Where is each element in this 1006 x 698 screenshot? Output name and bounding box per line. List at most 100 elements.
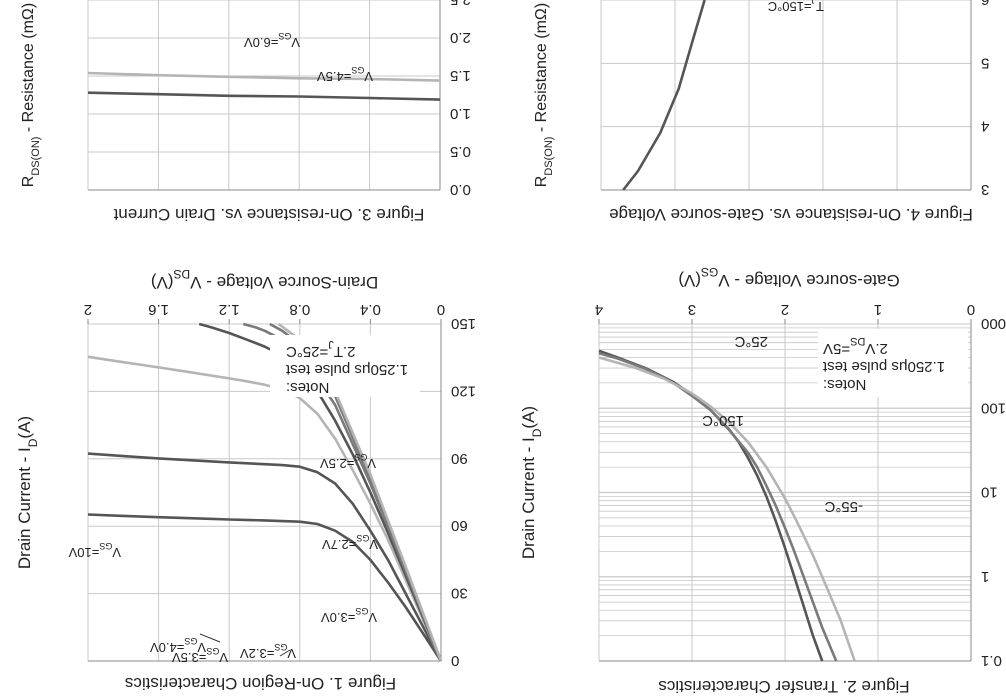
fig2-notes-line2-part-2: =5V <box>823 340 850 357</box>
fig1-title: Figure 1. On-Region Characteristics <box>125 674 396 693</box>
fig1-notes-line2-part-2: =25°C <box>286 343 328 360</box>
fig2-ylabel-part-0: Drain Current - I <box>519 437 538 559</box>
fig3-title: Figure 3. On-resistance vs. Drain Curren… <box>113 205 424 224</box>
fig2-series-label-1: 25°C <box>734 333 768 350</box>
fig1-series-label-6-part-2: =10V <box>68 545 99 560</box>
fig3-ytick-label: 0.5 <box>450 143 471 160</box>
fig3-series-label-1-part-0: V <box>291 35 300 50</box>
fig1-ytick-label: 120 <box>451 382 476 399</box>
fig2-ytick-label: 1 <box>981 568 989 585</box>
fig2-ytick-label: 0.1 <box>981 652 1002 669</box>
fig1-series-label-3-part-2: =3.2V <box>240 646 275 661</box>
fig1-ytick-label: 90 <box>451 450 468 467</box>
fig1-series-label-0-part-2: =2.5V <box>320 456 355 471</box>
fig1-series-label-6-part-0: V <box>112 545 121 560</box>
fig4-ylabel-part-2: - Resistance (mΩ) <box>533 3 550 137</box>
fig1-notes-line2-part-1: J <box>328 338 334 350</box>
fig1-ylabel-part-2: (A) <box>15 416 34 439</box>
fig2-ylabel-part-2: (A) <box>519 406 538 429</box>
fig1-series-line-2 <box>87 355 443 662</box>
fig2-ytick-label: 100 <box>981 399 1006 416</box>
fig4-ytick-label: 4 <box>981 118 989 135</box>
fig1-xlabel-part-2: (V) <box>151 273 174 292</box>
fig1-notes-line2-part-0: 2.T <box>334 343 356 360</box>
fig1-label-leader-40v <box>199 633 221 643</box>
fig1-notes-heading: Notes: <box>286 379 329 396</box>
fig1-ylabel-part-1: D <box>26 438 40 447</box>
fig2-ylabel: Drain Current - ID(A) <box>519 406 544 559</box>
fig4-ylabel-part-1: DS(ON) <box>543 137 555 176</box>
fig1-series-label-5-part-2: =4.0V <box>150 640 185 655</box>
fig3-ytick-label: 2.5 <box>450 0 471 8</box>
fig3-series-line-1 <box>87 91 441 101</box>
fig2-ylabel-part-1: D <box>530 428 544 437</box>
fig1-xlabel: Drain-Source Voltage - VDS(V) <box>151 267 378 292</box>
fig1-series-label-0: VGS=2.5V <box>320 452 376 471</box>
fig1-series-label-1-part-0: V <box>369 537 378 552</box>
fig1-series-label-5-part-1: GS <box>184 636 197 646</box>
fig1-ytick-label: 30 <box>451 585 468 602</box>
fig2-series-line-2 <box>598 356 856 662</box>
fig2-xlabel-part-0: Gate-source Voltage - V <box>718 271 900 290</box>
fig1-xtick-label: 0 <box>437 301 445 318</box>
fig1-ytick-label: 0 <box>451 652 459 669</box>
fig1-series-label-0-part-0: V <box>367 456 376 471</box>
fig3-ytick-label: 1.0 <box>450 105 471 122</box>
fig4-series-label-0-part-2: =150°C <box>768 0 812 14</box>
fig1-series-label-6: VGS=10V <box>68 541 121 560</box>
fig3-group: 0.0 0.5 1.0 1.5 2.0 2.5 Figure 3. On-resistanc… <box>20 0 471 224</box>
fig1-series-label-0-part-1: GS <box>354 452 367 462</box>
fig1-group: 0 0.4 0.8 1.2 1.6 2 0 30 60 90 120 150 Figure 1. On-… <box>15 267 476 693</box>
fig1-xtick-label: 1.2 <box>219 301 240 318</box>
fig1-series-label-2-part-1: GS <box>355 606 368 616</box>
fig1-series-label-2-part-2: =3.0V <box>321 610 356 625</box>
fig2-xtick-label: 2 <box>781 301 789 318</box>
fig3-series-label-1-part-1: GS <box>278 31 291 41</box>
fig3-series-label-1: VGS=6.0V <box>244 31 300 50</box>
fig1-series-line-1 <box>87 452 443 662</box>
fig1-xtick-label: 0.8 <box>289 301 310 318</box>
fig4-group: 3 4 5 6 Figure 4. On-resistance vs. Gate-sou… <box>533 0 989 224</box>
fig1-series-label-3: VGS=3.2V <box>240 642 296 661</box>
fig1-series-label-5-part-0: V <box>197 640 206 655</box>
fig4-ylabel: RDS(ON) - Resistance (mΩ) <box>533 3 555 187</box>
fig4-title: Figure 4. On-resistance vs. Gate-source … <box>609 205 973 224</box>
fig1-series-label-3-part-0: V <box>287 646 296 661</box>
fig1-ylabel: Drain Current - ID(A) <box>15 416 40 569</box>
fig1-series-label-6-part-1: GS <box>99 541 112 551</box>
fig1-notes-line1: 1.250μs pulse test <box>285 361 408 378</box>
fig3-ylabel-part-0: R <box>20 176 37 188</box>
fig3-ytick-label: 1.5 <box>450 67 471 84</box>
fig3-series-line-0 <box>87 71 441 82</box>
fig2-notes-line1: 1.250μs pulse test <box>822 358 945 375</box>
fig2-xlabel-part-1: GS <box>701 265 718 279</box>
fig3-series-label-0-part-2: =4.5V <box>317 69 352 84</box>
fig2-xlabel: Gate-source Voltage - VGS(V) <box>678 265 899 290</box>
fig1-series-label-1: VGS=2.7V <box>322 533 378 552</box>
fig1-xtick-label: 1.6 <box>148 301 169 318</box>
fig2-series-label-0: -55°C <box>824 498 863 515</box>
fig3-ytick-label: 0.0 <box>450 181 471 198</box>
fig3-series-label-0-part-1: GS <box>351 65 364 75</box>
fig3-series-label-0: VGS=4.5V <box>317 65 373 84</box>
fig1-series-label-4-part-2: =3.5V <box>172 650 207 665</box>
fig1-series-label-4-part-1: GS <box>206 646 219 656</box>
fig2-notes-line2: 2.VDS=5V <box>823 335 888 357</box>
fig2-xtick-label: 1 <box>874 301 882 318</box>
fig4-ylabel-part-0: R <box>533 176 550 188</box>
fig1-xlabel-part-0: Drain-Source Voltage - V <box>189 273 378 292</box>
fig4-series-label-0-part-1: J <box>812 0 817 5</box>
fig2-title: Figure 2. Transfer Characteristics <box>658 677 909 696</box>
fig1-series-label-4-part-0: V <box>219 650 228 665</box>
fig1-notes-box <box>270 335 420 397</box>
fig2-ytick-label: 10 <box>981 484 998 501</box>
fig1-series-label-2-part-0: V <box>368 610 377 625</box>
fig2-xtick-label: 3 <box>688 301 696 318</box>
fig3-ylabel-part-1: DS(ON) <box>30 137 42 176</box>
fig2-series-label-2: 150°C <box>702 412 744 429</box>
fig4-ytick-label: 6 <box>981 0 989 8</box>
fig4-series-label-0-part-0: T <box>816 0 824 14</box>
